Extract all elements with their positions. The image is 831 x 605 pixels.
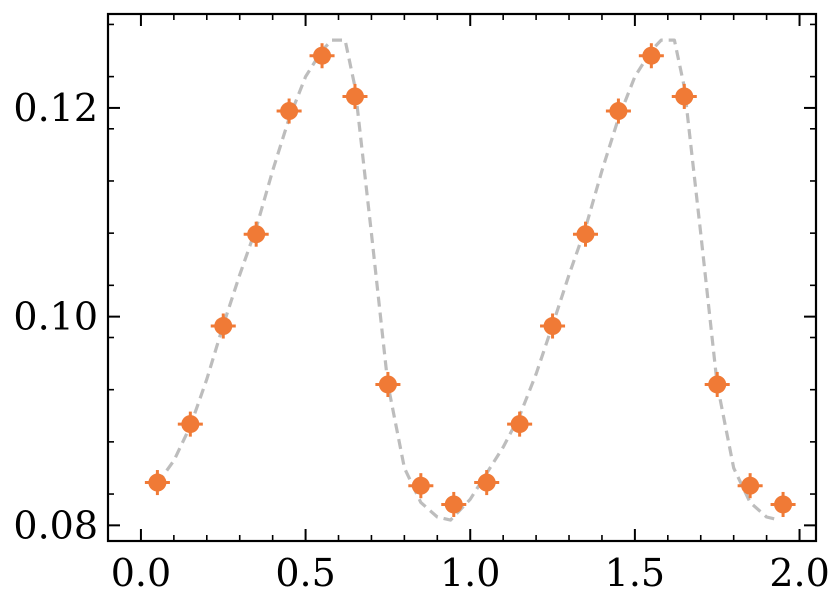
data-point	[474, 470, 500, 496]
data-point	[144, 470, 170, 496]
data-point	[507, 411, 533, 437]
x-tick-label: 0.0	[111, 551, 171, 595]
point-marker	[477, 473, 496, 492]
data-point	[210, 313, 236, 339]
data-point	[671, 83, 697, 109]
point-marker	[708, 375, 727, 394]
dashed-fit-line	[156, 38, 781, 522]
data-point	[243, 221, 269, 247]
axes: 0.0 0.5 1.0 1.5 2.0 0.08 0.10 0.12	[13, 14, 830, 595]
data-point	[540, 313, 566, 339]
point-marker	[313, 46, 332, 65]
point-marker	[411, 476, 430, 495]
point-marker	[576, 225, 595, 244]
data-point	[605, 98, 631, 124]
data-point	[177, 411, 203, 437]
point-marker	[741, 476, 760, 495]
point-marker	[675, 87, 694, 106]
y-tick-label: 0.08	[13, 503, 98, 547]
data-point	[770, 491, 796, 517]
x-tick-label: 2.0	[769, 551, 829, 595]
data-point	[638, 43, 664, 69]
data-point	[704, 371, 730, 397]
data-point	[309, 43, 335, 69]
plot-area	[144, 38, 796, 522]
data-point	[408, 473, 434, 499]
point-marker	[378, 375, 397, 394]
point-marker	[774, 495, 793, 514]
point-marker	[642, 46, 661, 65]
x-tick-label: 1.0	[440, 551, 500, 595]
data-point	[737, 473, 763, 499]
y-tick-label: 0.10	[13, 295, 98, 339]
x-tick-label: 1.5	[605, 551, 665, 595]
point-marker	[444, 495, 463, 514]
data-point	[276, 98, 302, 124]
point-marker	[510, 415, 529, 434]
data-point	[342, 83, 368, 109]
x-tick-label: 0.5	[275, 551, 335, 595]
point-marker	[181, 415, 200, 434]
point-marker	[214, 317, 233, 336]
data-point	[572, 221, 599, 247]
data-point	[441, 491, 467, 517]
data-point	[375, 371, 401, 397]
point-marker	[148, 473, 167, 492]
point-marker	[609, 102, 628, 121]
point-marker	[280, 102, 299, 121]
plot-frame	[106, 12, 818, 543]
y-tick-label: 0.12	[13, 86, 98, 130]
point-marker	[543, 317, 562, 336]
point-marker	[345, 87, 364, 106]
point-marker	[247, 225, 266, 244]
